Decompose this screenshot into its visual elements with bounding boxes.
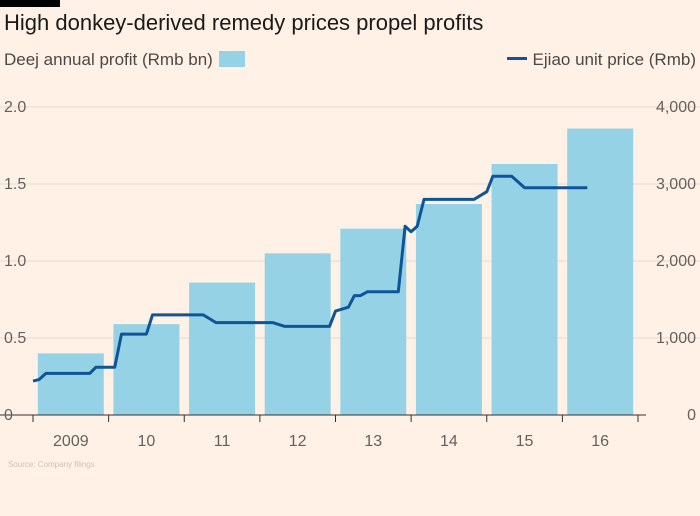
profit-bar-15 bbox=[491, 163, 558, 415]
legend-line-swatch bbox=[506, 57, 527, 60]
chart-title: High donkey-derived remedy prices propel… bbox=[4, 10, 484, 35]
x-tick-label: 11 bbox=[214, 433, 231, 450]
y-left-tick-label: 0.5 bbox=[4, 330, 26, 347]
y-right-tick-label: 0 bbox=[687, 407, 696, 424]
y-left-tick-label: 0 bbox=[4, 407, 13, 424]
profit-bar-11 bbox=[189, 282, 256, 415]
legend-price: Ejiao unit price (Rmb) bbox=[506, 50, 696, 70]
profit-bar-14 bbox=[415, 204, 482, 415]
x-tick-label: 12 bbox=[289, 433, 307, 450]
profit-bar-12 bbox=[264, 253, 331, 415]
price-line bbox=[32, 174, 588, 383]
x-tick-label: 2009 bbox=[53, 433, 89, 450]
y-right-tick-label: 1,000 bbox=[656, 330, 696, 347]
source-note: Source: Company filings bbox=[8, 460, 95, 469]
legend-price-label: Ejiao unit price (Rmb) bbox=[532, 50, 696, 69]
y-right-tick-label: 4,000 bbox=[656, 99, 696, 116]
profit-bar-10 bbox=[113, 324, 180, 415]
x-tick-label: 10 bbox=[138, 433, 156, 450]
y-right-tick-label: 2,000 bbox=[656, 253, 696, 270]
y-left-tick-label: 2.0 bbox=[4, 99, 26, 116]
y-right-tick-label: 3,000 bbox=[656, 176, 696, 193]
x-tick-label: 13 bbox=[364, 433, 382, 450]
x-tick-label: 15 bbox=[516, 433, 534, 450]
x-tick-label: 16 bbox=[591, 433, 609, 450]
brand-bar bbox=[0, 0, 60, 7]
y-left-tick-label: 1.0 bbox=[4, 253, 26, 270]
profit-bar-13 bbox=[340, 228, 407, 415]
legend-profit-label: Deej annual profit (Rmb bn) bbox=[4, 50, 213, 69]
y-left-tick-label: 1.5 bbox=[4, 176, 26, 193]
legend-profit: Deej annual profit (Rmb bn) bbox=[4, 50, 245, 70]
legend-bar-swatch bbox=[218, 51, 245, 67]
x-tick-label: 14 bbox=[440, 433, 458, 450]
profit-bar-16 bbox=[567, 128, 634, 415]
profit-bar-2009 bbox=[37, 353, 104, 415]
